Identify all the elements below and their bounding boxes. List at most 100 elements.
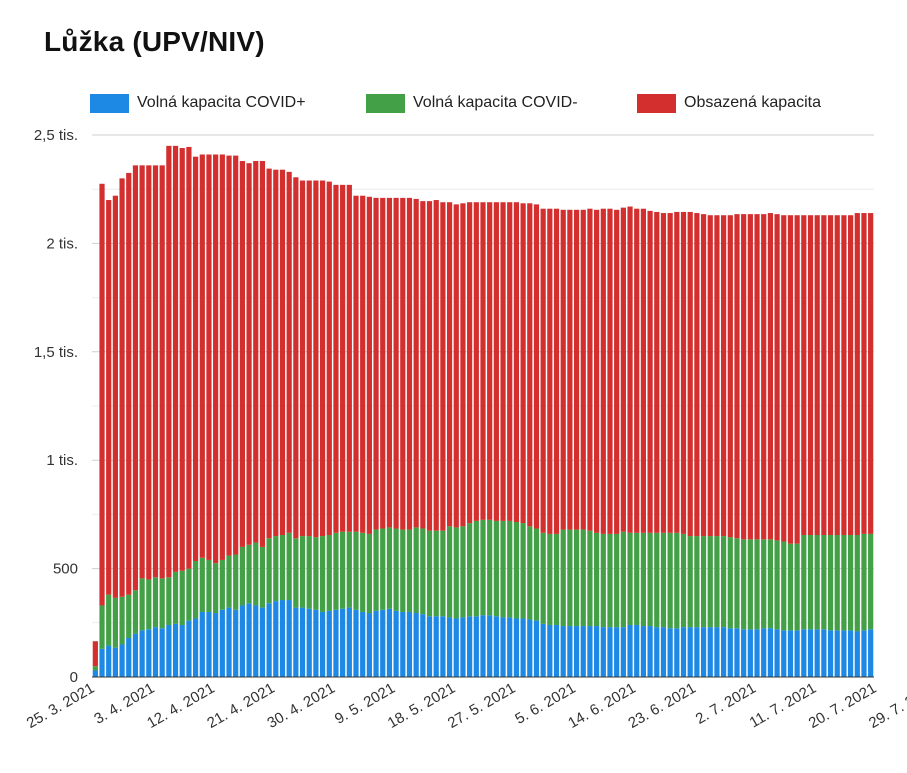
bar-segment-series-0[interactable] [199,611,205,677]
bar-segment-series-1[interactable] [453,527,459,619]
bar-segment-series-1[interactable] [774,540,780,630]
bar-segment-series-0[interactable] [306,608,312,677]
bar-segment-series-1[interactable] [640,532,647,627]
bar-segment-series-1[interactable] [694,536,700,628]
bar-segment-series-1[interactable] [573,529,580,627]
bar-segment-series-2[interactable] [199,154,205,558]
bar-segment-series-0[interactable] [854,631,860,677]
bar-segment-series-1[interactable] [827,535,834,631]
bar-segment-series-2[interactable] [640,208,647,533]
bar-segment-series-2[interactable] [99,183,105,606]
bar-segment-series-2[interactable] [166,145,172,578]
bar-segment-series-1[interactable] [380,528,386,610]
bar-segment-series-2[interactable] [366,196,372,534]
bar-segment-series-0[interactable] [841,630,847,677]
bar-segment-series-0[interactable] [99,648,105,677]
bar-segment-series-1[interactable] [239,546,245,606]
bar-segment-series-0[interactable] [480,615,486,677]
bar-segment-series-2[interactable] [754,214,760,540]
bar-segment-series-2[interactable] [841,215,847,535]
bar-segment-series-1[interactable] [159,578,165,629]
bar-segment-series-1[interactable] [199,557,205,612]
bar-segment-series-2[interactable] [393,197,399,529]
bar-segment-series-0[interactable] [620,627,626,677]
bar-segment-series-2[interactable] [146,165,152,580]
bar-segment-series-1[interactable] [192,561,199,619]
bar-segment-series-0[interactable] [366,613,372,677]
bar-segment-series-0[interactable] [600,627,606,677]
bar-segment-series-2[interactable] [513,202,520,522]
bar-segment-series-0[interactable] [634,624,640,677]
bar-segment-series-1[interactable] [346,531,352,608]
bar-segment-series-0[interactable] [293,607,299,677]
bar-segment-series-1[interactable] [340,531,346,609]
bar-segment-series-2[interactable] [406,197,413,530]
bar-segment-series-1[interactable] [533,528,540,621]
bar-segment-series-0[interactable] [794,630,800,677]
bar-segment-series-2[interactable] [714,215,720,537]
bar-segment-series-2[interactable] [420,201,426,529]
bar-segment-series-0[interactable] [413,613,419,677]
bar-segment-series-0[interactable] [146,629,152,677]
bar-segment-series-0[interactable] [393,610,399,677]
bar-segment-series-2[interactable] [132,165,139,591]
legend-item-occupied[interactable]: Obsazená kapacita [637,92,821,114]
bar-segment-series-2[interactable] [467,202,473,524]
bar-segment-series-0[interactable] [560,626,566,677]
bar-segment-series-0[interactable] [647,626,653,677]
bar-segment-series-2[interactable] [721,215,727,537]
bar-segment-series-1[interactable] [513,521,520,619]
bar-segment-series-1[interactable] [139,578,145,631]
bar-segment-series-2[interactable] [340,184,346,532]
bar-segment-series-2[interactable] [614,209,620,534]
bar-segment-series-1[interactable] [433,530,439,617]
bar-segment-series-1[interactable] [687,536,693,628]
bar-segment-series-0[interactable] [279,600,286,677]
bar-segment-series-1[interactable] [106,594,112,646]
bar-segment-series-2[interactable] [767,213,774,540]
bar-segment-series-1[interactable] [821,535,827,630]
bar-segment-series-0[interactable] [333,609,339,677]
legend-item-covid-minus[interactable]: Volná kapacita COVID- [366,92,578,114]
bar-segment-series-1[interactable] [313,537,319,610]
bar-segment-series-1[interactable] [647,532,653,627]
bar-segment-series-0[interactable] [567,626,573,677]
bar-segment-series-1[interactable] [781,541,787,631]
bar-segment-series-1[interactable] [627,532,633,625]
bar-segment-series-2[interactable] [306,180,312,537]
bar-segment-series-2[interactable] [627,206,633,533]
bar-segment-series-0[interactable] [353,609,359,677]
bar-segment-series-1[interactable] [119,596,125,645]
bar-segment-series-0[interactable] [380,609,386,677]
bar-segment-series-0[interactable] [707,627,713,677]
bar-segment-series-0[interactable] [594,626,600,677]
bar-segment-series-2[interactable] [433,200,439,531]
bar-segment-series-0[interactable] [420,614,426,677]
bar-segment-series-2[interactable] [480,202,486,520]
bar-segment-series-1[interactable] [299,536,306,608]
bar-segment-series-1[interactable] [460,526,466,618]
bar-segment-series-1[interactable] [440,530,446,617]
bar-segment-series-0[interactable] [827,630,834,677]
bar-segment-series-2[interactable] [186,146,192,569]
bar-segment-series-2[interactable] [299,180,306,537]
bar-segment-series-1[interactable] [801,535,807,630]
bar-segment-series-1[interactable] [253,542,259,606]
bar-segment-series-1[interactable] [360,532,366,612]
bar-segment-series-1[interactable] [767,539,774,629]
bar-segment-series-0[interactable] [533,620,540,677]
bar-segment-series-1[interactable] [353,531,359,610]
bar-segment-series-0[interactable] [266,603,272,677]
bar-segment-series-2[interactable] [112,195,118,598]
bar-segment-series-1[interactable] [233,554,239,610]
bar-segment-series-1[interactable] [654,532,660,628]
bar-segment-series-1[interactable] [714,536,720,628]
bar-segment-series-2[interactable] [573,209,580,530]
bar-segment-series-2[interactable] [667,213,673,533]
bar-segment-series-1[interactable] [467,523,473,617]
bar-segment-series-2[interactable] [92,641,98,667]
bar-segment-series-2[interactable] [159,165,165,579]
bar-segment-series-2[interactable] [594,209,600,533]
bar-segment-series-0[interactable] [233,609,239,677]
bar-segment-series-1[interactable] [413,527,419,614]
